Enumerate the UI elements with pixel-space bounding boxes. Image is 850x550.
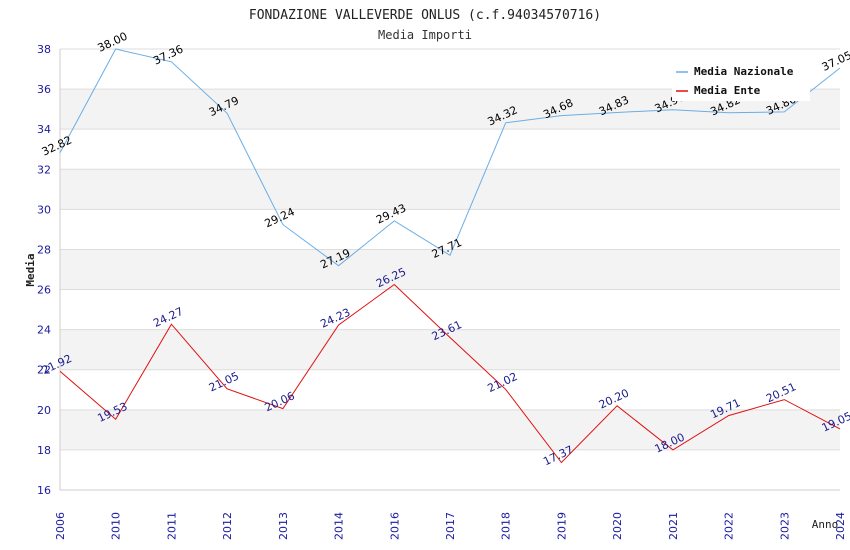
y-tick-32: 32 bbox=[37, 163, 51, 176]
grid-band bbox=[60, 169, 840, 210]
x-tick-2013: 2013 bbox=[277, 512, 290, 540]
y-tick-22: 22 bbox=[37, 364, 51, 377]
chart-subtitle: Media Importi bbox=[378, 28, 472, 42]
grid-band bbox=[60, 249, 840, 290]
y-axis-label: Media bbox=[24, 253, 37, 286]
chart-title: FONDAZIONE VALLEVERDE ONLUS (c.f.9403457… bbox=[249, 8, 601, 23]
x-tick-2010: 2010 bbox=[110, 512, 123, 540]
data-label-media-ente-2011: 24.27 bbox=[151, 305, 185, 330]
x-tick-2019: 2019 bbox=[555, 512, 568, 540]
x-tick-2024: 2024 bbox=[834, 512, 847, 540]
data-label-media-nazionale-2024: 37.05 bbox=[820, 49, 850, 74]
grid-band bbox=[60, 409, 840, 450]
y-tick-18: 18 bbox=[37, 444, 51, 457]
y-tick-24: 24 bbox=[37, 324, 51, 337]
legend-label-media-nazionale: Media Nazionale bbox=[694, 65, 794, 78]
data-label-media-nazionale-2006: 32.82 bbox=[40, 133, 74, 158]
y-tick-26: 26 bbox=[37, 284, 51, 297]
grid-bands bbox=[60, 89, 840, 450]
data-label-media-ente-2023: 20.51 bbox=[764, 380, 798, 405]
data-label-media-ente-2018: 21.02 bbox=[486, 370, 520, 395]
x-tick-2016: 2016 bbox=[388, 512, 401, 540]
series-lines bbox=[59, 48, 841, 464]
series-line-media-ente bbox=[59, 283, 841, 464]
x-tick-2021: 2021 bbox=[667, 512, 680, 540]
legend: Media Nazionale Media Ente bbox=[672, 61, 810, 101]
series-line-media-nazionale bbox=[59, 48, 841, 267]
y-tick-38: 38 bbox=[37, 43, 51, 56]
x-tick-2011: 2011 bbox=[165, 512, 178, 540]
legend-label-media-ente: Media Ente bbox=[694, 84, 761, 97]
x-tick-2014: 2014 bbox=[333, 512, 346, 540]
data-label-media-ente-2006: 21.92 bbox=[40, 352, 74, 377]
y-tick-34: 34 bbox=[37, 123, 51, 136]
y-tick-16: 16 bbox=[37, 484, 51, 497]
x-tick-2020: 2020 bbox=[611, 512, 624, 540]
x-tick-labels: 2006 2010 2011 2012 2013 2014 2016 2017 2018 2019… bbox=[54, 512, 847, 540]
y-tick-labels: 16 18 20 22 24 26 28 30 32 34 36 38 bbox=[37, 43, 51, 497]
data-label-media-ente-2012: 21.05 bbox=[207, 369, 241, 394]
x-tick-2006: 2006 bbox=[54, 512, 67, 540]
x-tick-2012: 2012 bbox=[221, 512, 234, 540]
data-label-media-ente-2014: 24.23 bbox=[318, 306, 352, 331]
data-label-media-nazionale-2011: 37.36 bbox=[151, 42, 185, 67]
y-tick-28: 28 bbox=[37, 243, 51, 256]
legend-box bbox=[672, 61, 810, 101]
x-tick-2023: 2023 bbox=[778, 512, 791, 540]
y-tick-20: 20 bbox=[37, 404, 51, 417]
x-tick-2017: 2017 bbox=[444, 512, 457, 540]
x-tick-2022: 2022 bbox=[723, 512, 736, 540]
grid-band bbox=[60, 329, 840, 370]
x-axis-label: Anno bbox=[812, 518, 839, 531]
x-tick-2018: 2018 bbox=[500, 512, 513, 540]
y-tick-30: 30 bbox=[37, 203, 51, 216]
y-tick-36: 36 bbox=[37, 83, 51, 96]
data-label-media-ente-2020: 20.20 bbox=[597, 386, 631, 411]
